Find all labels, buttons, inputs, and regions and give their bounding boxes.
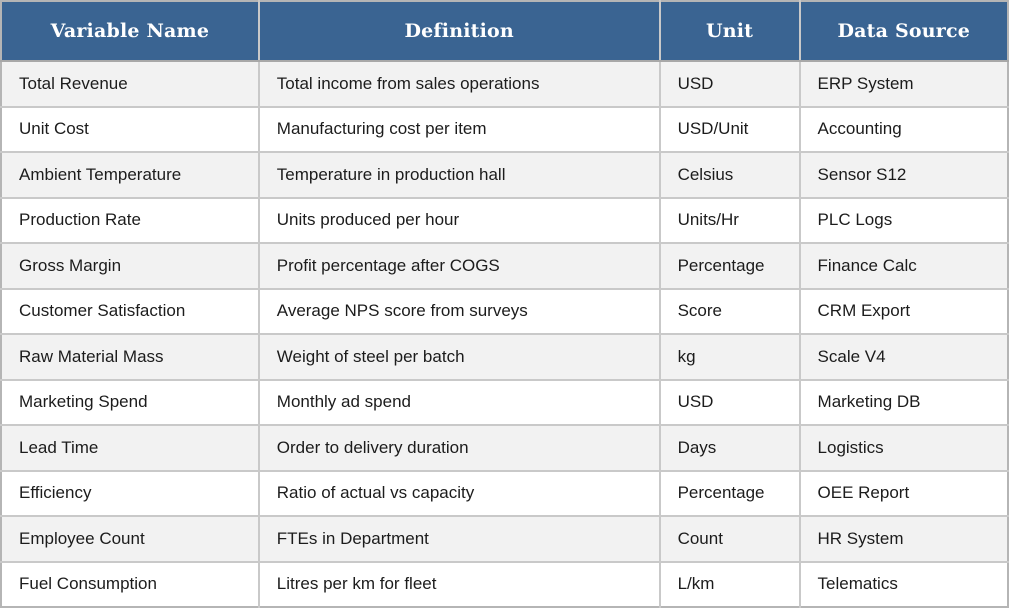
cell-source: Scale V4 bbox=[799, 334, 1008, 381]
cell-definition: Profit percentage after COGS bbox=[258, 243, 661, 290]
cell-variable: Total Revenue bbox=[1, 61, 260, 108]
cell-unit: Units/Hr bbox=[659, 197, 801, 244]
cell-source: HR System bbox=[799, 516, 1008, 563]
table-row: Raw Material Mass Weight of steel per ba… bbox=[1, 334, 1008, 381]
table-row: Ambient Temperature Temperature in produ… bbox=[1, 152, 1008, 199]
cell-definition: Weight of steel per batch bbox=[258, 334, 661, 381]
cell-definition: Order to delivery duration bbox=[258, 425, 661, 472]
table-row: Customer Satisfaction Average NPS score … bbox=[1, 288, 1008, 335]
table-row: Production Rate Units produced per hour … bbox=[1, 197, 1008, 244]
cell-definition: FTEs in Department bbox=[258, 516, 661, 563]
cell-source: Logistics bbox=[799, 425, 1008, 472]
header-row: Variable Name Definition Unit Data Sourc… bbox=[1, 1, 1008, 62]
cell-definition: Temperature in production hall bbox=[258, 152, 661, 199]
column-header-variable-name: Variable Name bbox=[1, 1, 260, 62]
cell-unit: Days bbox=[659, 425, 801, 472]
table-row: Gross Margin Profit percentage after COG… bbox=[1, 243, 1008, 290]
cell-source: OEE Report bbox=[799, 470, 1008, 517]
column-header-definition: Definition bbox=[258, 1, 661, 62]
cell-definition: Monthly ad spend bbox=[258, 379, 661, 426]
cell-unit: Percentage bbox=[659, 470, 801, 517]
cell-source: Telematics bbox=[799, 561, 1008, 607]
cell-source: Marketing DB bbox=[799, 379, 1008, 426]
cell-unit: USD bbox=[659, 61, 801, 108]
table-row: Employee Count FTEs in Department Count … bbox=[1, 516, 1008, 563]
cell-variable: Production Rate bbox=[1, 197, 260, 244]
table-row: Marketing Spend Monthly ad spend USD Mar… bbox=[1, 379, 1008, 426]
cell-unit: L/km bbox=[659, 561, 801, 607]
cell-source: Accounting bbox=[799, 106, 1008, 153]
cell-source: Finance Calc bbox=[799, 243, 1008, 290]
table-row: Unit Cost Manufacturing cost per item US… bbox=[1, 106, 1008, 153]
cell-variable: Employee Count bbox=[1, 516, 260, 563]
cell-definition: Litres per km for fleet bbox=[258, 561, 661, 607]
cell-definition: Average NPS score from surveys bbox=[258, 288, 661, 335]
cell-definition: Units produced per hour bbox=[258, 197, 661, 244]
cell-source: PLC Logs bbox=[799, 197, 1008, 244]
cell-unit: kg bbox=[659, 334, 801, 381]
cell-definition: Total income from sales operations bbox=[258, 61, 661, 108]
cell-variable: Efficiency bbox=[1, 470, 260, 517]
table-body: Total Revenue Total income from sales op… bbox=[1, 61, 1008, 607]
table-row: Fuel Consumption Litres per km for fleet… bbox=[1, 561, 1008, 607]
cell-unit: Count bbox=[659, 516, 801, 563]
column-header-data-source: Data Source bbox=[799, 1, 1008, 62]
table-row: Lead Time Order to delivery duration Day… bbox=[1, 425, 1008, 472]
cell-unit: Celsius bbox=[659, 152, 801, 199]
cell-definition: Ratio of actual vs capacity bbox=[258, 470, 661, 517]
cell-unit: Percentage bbox=[659, 243, 801, 290]
cell-source: ERP System bbox=[799, 61, 1008, 108]
cell-unit: Score bbox=[659, 288, 801, 335]
table-header: Variable Name Definition Unit Data Sourc… bbox=[1, 1, 1008, 62]
cell-unit: USD bbox=[659, 379, 801, 426]
cell-source: CRM Export bbox=[799, 288, 1008, 335]
cell-variable: Marketing Spend bbox=[1, 379, 260, 426]
cell-variable: Lead Time bbox=[1, 425, 260, 472]
table-row: Efficiency Ratio of actual vs capacity P… bbox=[1, 470, 1008, 517]
cell-definition: Manufacturing cost per item bbox=[258, 106, 661, 153]
cell-unit: USD/Unit bbox=[659, 106, 801, 153]
column-header-unit: Unit bbox=[659, 1, 801, 62]
cell-variable: Ambient Temperature bbox=[1, 152, 260, 199]
cell-variable: Gross Margin bbox=[1, 243, 260, 290]
cell-variable: Raw Material Mass bbox=[1, 334, 260, 381]
cell-source: Sensor S12 bbox=[799, 152, 1008, 199]
cell-variable: Unit Cost bbox=[1, 106, 260, 153]
cell-variable: Customer Satisfaction bbox=[1, 288, 260, 335]
cell-variable: Fuel Consumption bbox=[1, 561, 260, 607]
table-row: Total Revenue Total income from sales op… bbox=[1, 61, 1008, 108]
